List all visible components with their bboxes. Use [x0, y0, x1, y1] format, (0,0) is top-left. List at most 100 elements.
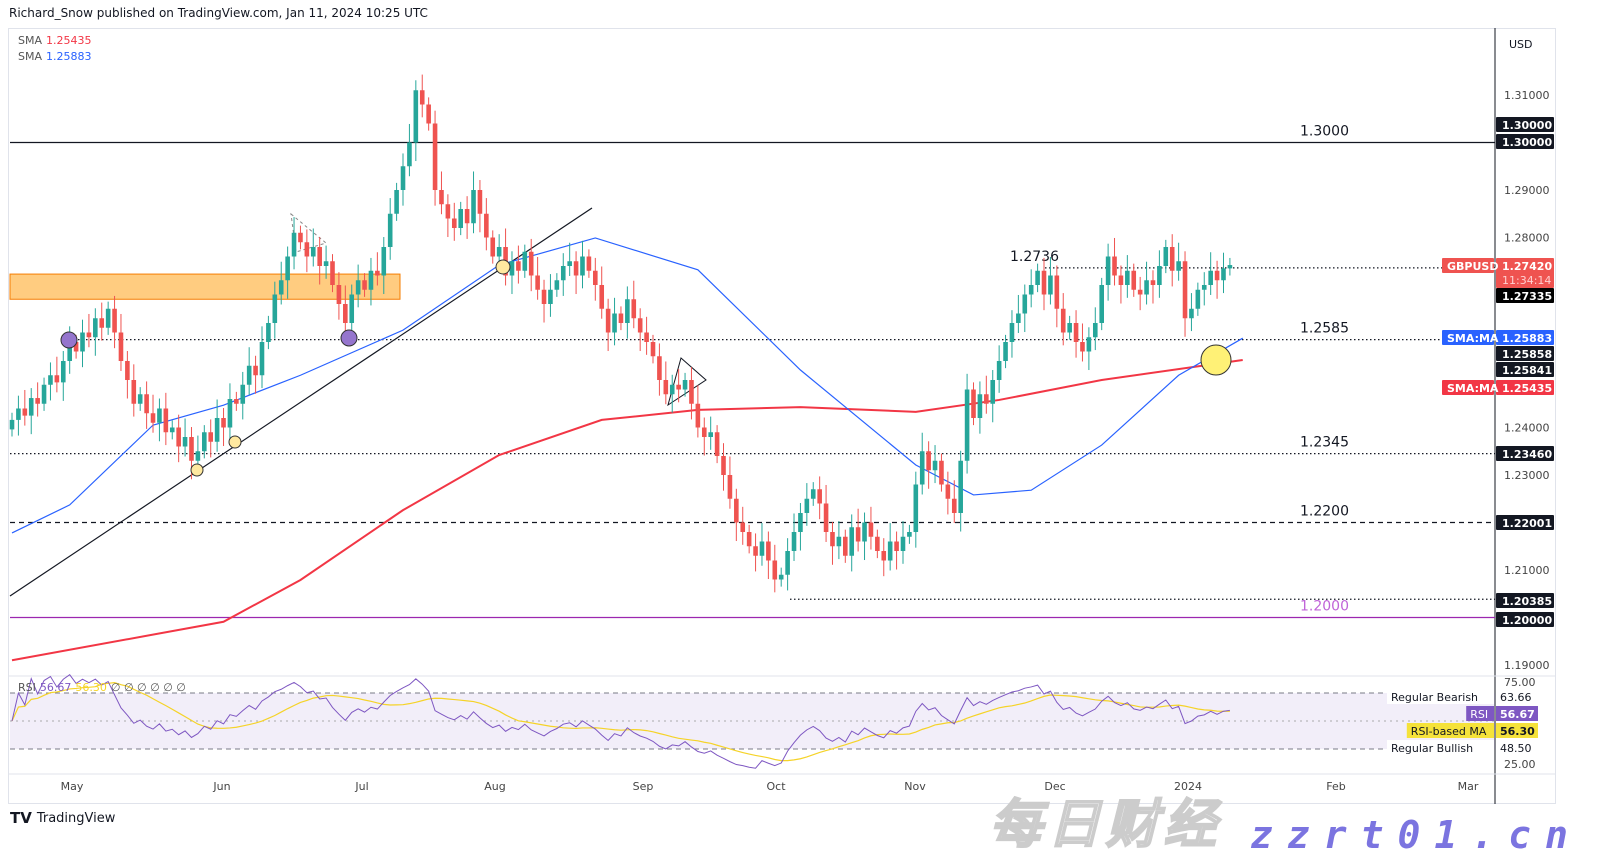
candle-body [971, 389, 976, 418]
price-label: 1.25883 [1502, 332, 1552, 345]
candle-body [41, 384, 47, 404]
price-label-box [1496, 258, 1554, 288]
rsi-label-box [1496, 689, 1538, 704]
rsi-legend[interactable]: RSI 56.67 56.30 ∅ ∅ ∅ ∅ ∅ ∅ [18, 681, 186, 694]
candle-body [234, 399, 239, 404]
sma-legend-fast[interactable]: SMA 1.25883 [18, 50, 92, 63]
candle-body [855, 527, 861, 542]
legend-value: 1.25883 [46, 50, 92, 63]
price-label: 1.23460 [1502, 448, 1552, 461]
candle-body [900, 536, 906, 551]
candle-body [714, 432, 720, 456]
legend-label: SMA [18, 34, 42, 47]
x-tick: May [61, 780, 84, 793]
candle-body [836, 536, 842, 547]
candle-body [894, 541, 899, 551]
candle-body [650, 342, 656, 357]
candle-body [93, 318, 98, 338]
price-label: 1.25858 [1502, 348, 1552, 361]
candle-body [862, 522, 867, 542]
candle-body [528, 251, 534, 276]
price-label: 1.22001 [1502, 517, 1552, 530]
candle-body [317, 247, 322, 266]
rsi-label-value: 63.66 [1500, 691, 1532, 704]
price-tag-box [1442, 258, 1494, 273]
candle-body [554, 280, 560, 290]
candle-body [586, 256, 592, 271]
tradingview-logo[interactable]: 𝗧𝗩 TradingView [10, 809, 115, 827]
touch-marker [228, 435, 242, 449]
candle-body [195, 451, 201, 461]
candle-body [541, 289, 547, 304]
candle-body [86, 332, 92, 338]
sma-legend-slow[interactable]: SMA 1.25435 [18, 34, 92, 47]
y-tick: 1.23000 [1504, 469, 1550, 482]
x-tick: 2024 [1174, 780, 1202, 793]
candle-body [477, 190, 483, 214]
golden-cross-marker [1200, 344, 1232, 376]
countdown-label: 11:34:14 [1502, 274, 1551, 287]
candle-body [984, 394, 989, 404]
candle-body [663, 380, 669, 395]
candle-body [1221, 268, 1226, 281]
candle-body [112, 308, 117, 333]
y-tick: 1.31000 [1504, 89, 1550, 102]
candle-body [932, 460, 938, 471]
price-label: 1.20000 [1502, 614, 1552, 627]
x-tick: Jul [354, 780, 368, 793]
candle-body [471, 190, 476, 224]
candle-body [977, 394, 983, 418]
rsi-tick: 25.00 [1504, 758, 1536, 771]
candle-body [631, 299, 637, 319]
candle-body [214, 418, 220, 442]
candle-body [246, 365, 252, 385]
price-label: 1.30000 [1502, 119, 1552, 132]
watermark-cn: 每日财经 [989, 795, 1223, 855]
rsi-value: 56.67 [39, 681, 72, 694]
candle-body [272, 294, 278, 323]
candle-body [605, 308, 611, 333]
rsi-label-box [1496, 740, 1538, 755]
candle-body [830, 532, 835, 547]
candle-body [375, 270, 380, 276]
candle-body [1009, 323, 1015, 342]
price-label: 1.25841 [1502, 364, 1552, 377]
candle-body [1118, 275, 1124, 285]
candle-body [1041, 270, 1047, 295]
rsi-tag-box [1466, 706, 1494, 721]
candle-body [612, 313, 617, 333]
touch-marker [495, 259, 511, 275]
level-label: 1.2585 [1300, 321, 1349, 337]
candle-body [682, 380, 688, 390]
currency-label: USD [1509, 38, 1533, 51]
price-label-box [1496, 117, 1554, 132]
candle-body [157, 408, 162, 423]
candle-body [208, 432, 214, 442]
triangle-pattern [667, 357, 707, 407]
rsi-ma-line [11, 682, 1230, 762]
candle-body [9, 419, 15, 430]
candle-body [849, 527, 855, 556]
price-tag: GBPUSD [1447, 260, 1498, 273]
candle-body [1028, 285, 1034, 295]
candle-body [881, 551, 887, 561]
candle-body [253, 365, 258, 376]
candle-body [484, 213, 489, 238]
candle-body [843, 536, 848, 556]
rsi-line [11, 674, 1230, 769]
touch-marker [190, 463, 204, 477]
legend-value: 1.25435 [46, 34, 92, 47]
candle-body [1067, 323, 1072, 333]
candle-body [766, 541, 771, 561]
candle-body [810, 489, 816, 499]
candle-body [1227, 265, 1233, 269]
candle-body [522, 251, 528, 271]
x-tick: Aug [484, 780, 505, 793]
candle-body [73, 342, 79, 352]
chart-frame [8, 28, 1556, 804]
level-label: 1.2345 [1300, 435, 1349, 451]
candle-body [753, 546, 758, 556]
candle-body [1189, 308, 1194, 319]
candle-body [701, 427, 707, 437]
